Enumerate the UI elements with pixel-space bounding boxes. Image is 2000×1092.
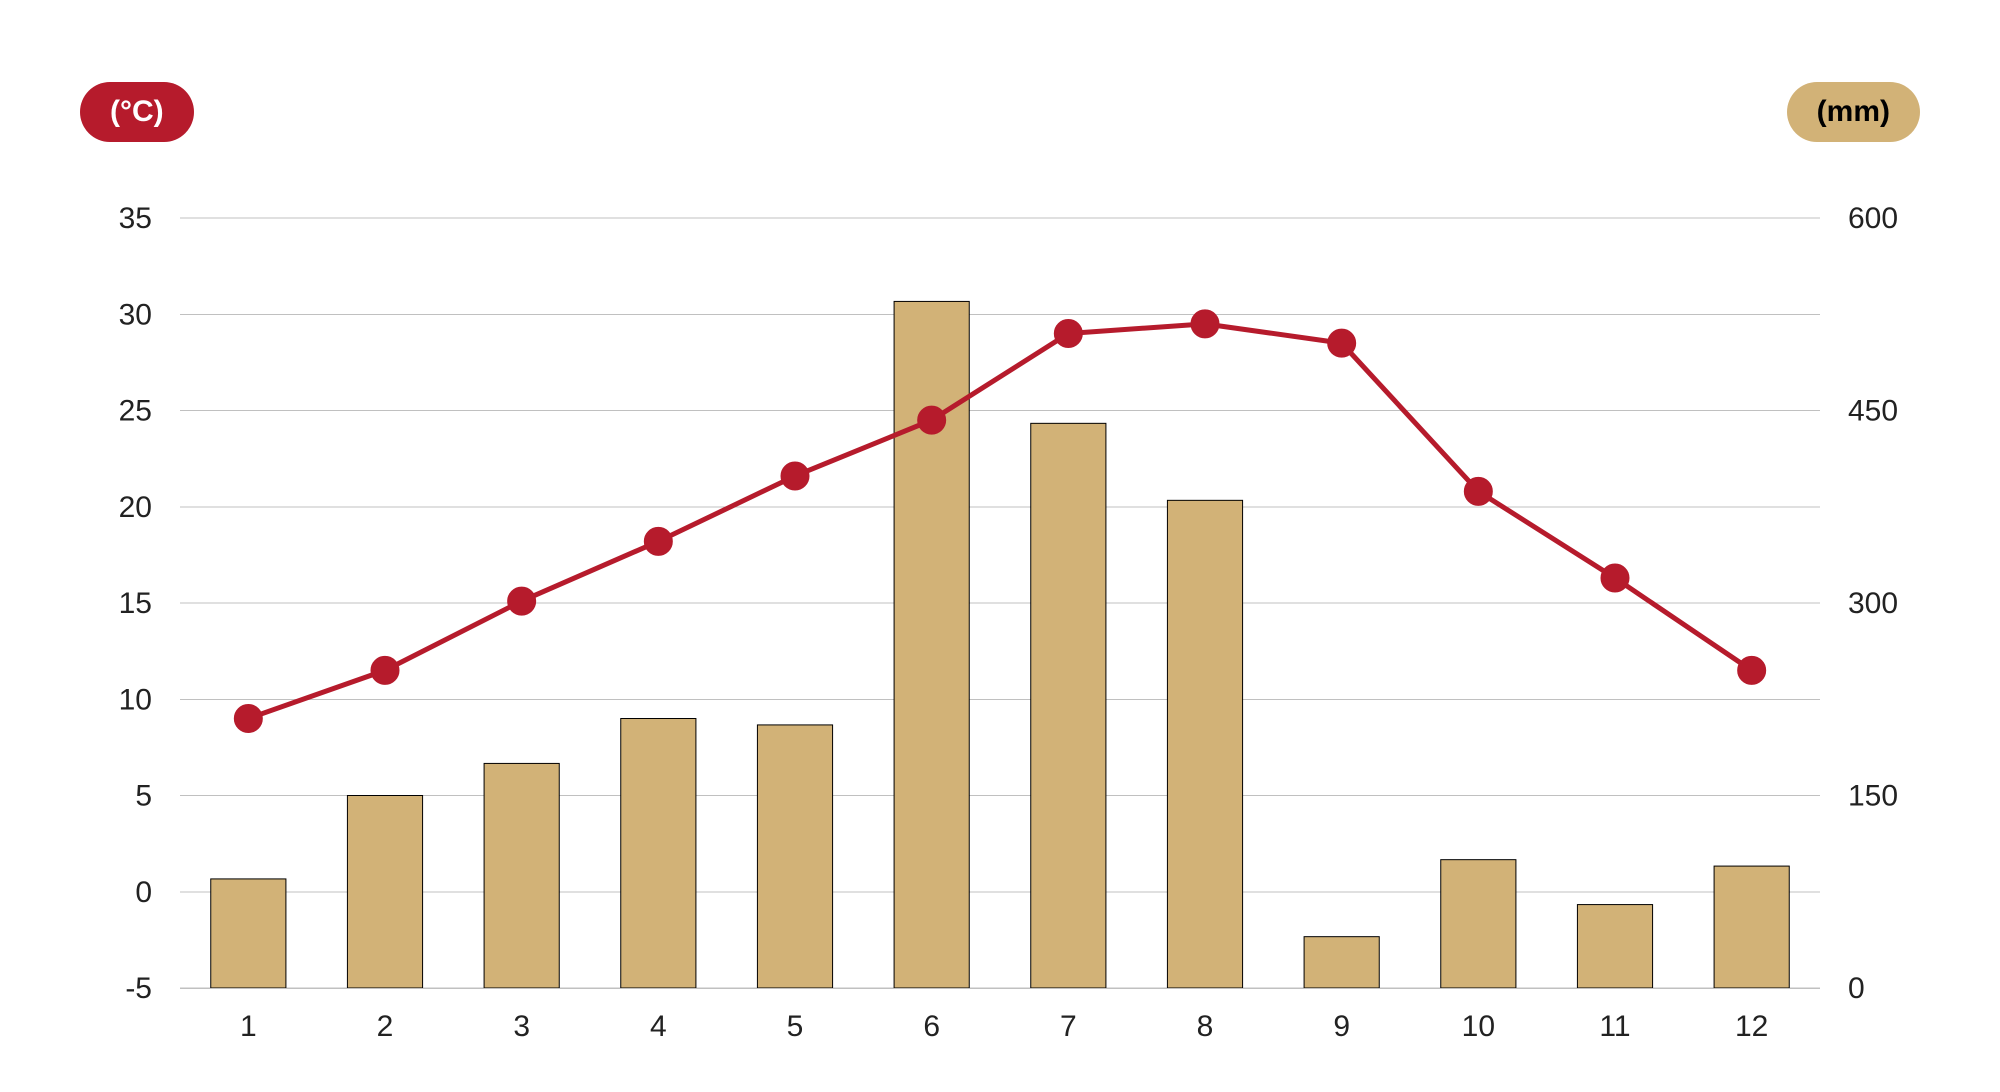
x-tick-label: 3 — [513, 1010, 530, 1043]
y-right-tick-label: 450 — [1848, 395, 1898, 428]
x-tick-label: 1 — [240, 1010, 257, 1043]
precip-bar — [1304, 937, 1379, 988]
y-left-tick-label: 15 — [119, 587, 152, 620]
legend-precipitation-label: (mm) — [1817, 97, 1890, 127]
x-tick-label: 9 — [1333, 1010, 1350, 1043]
temperature-point — [1191, 310, 1219, 338]
climate-chart: -505101520253035015030045060012345678910… — [0, 0, 2000, 1092]
precip-bar — [211, 879, 286, 988]
temperature-point — [1738, 656, 1766, 684]
precip-bar — [1031, 423, 1106, 988]
temperature-point — [371, 656, 399, 684]
temperature-point — [781, 462, 809, 490]
precip-bar — [1441, 860, 1516, 988]
x-tick-label: 10 — [1462, 1010, 1495, 1043]
precip-bar — [347, 796, 422, 989]
legend-temperature: (°C) — [80, 82, 194, 142]
y-right-tick-label: 300 — [1848, 587, 1898, 620]
x-tick-label: 8 — [1197, 1010, 1214, 1043]
y-right-tick-label: 600 — [1848, 202, 1898, 235]
legend-temperature-label: (°C) — [110, 97, 164, 127]
y-left-tick-label: 10 — [119, 683, 152, 716]
y-left-tick-label: 20 — [119, 491, 152, 524]
x-tick-label: 11 — [1599, 1010, 1630, 1043]
precip-bar — [1167, 500, 1242, 988]
temperature-point — [1054, 320, 1082, 348]
temperature-point — [1601, 564, 1629, 592]
precip-bar — [484, 763, 559, 988]
temperature-point — [918, 406, 946, 434]
y-left-tick-label: 0 — [135, 876, 152, 909]
y-left-tick-label: -5 — [125, 972, 152, 1005]
y-left-tick-label: 30 — [119, 298, 152, 331]
temperature-line — [248, 324, 1751, 719]
precip-bar — [621, 719, 696, 989]
temperature-point — [1464, 477, 1492, 505]
x-tick-label: 7 — [1060, 1010, 1077, 1043]
y-right-tick-label: 0 — [1848, 972, 1865, 1005]
temperature-point — [508, 587, 536, 615]
precip-bar — [1577, 905, 1652, 988]
x-tick-label: 5 — [787, 1010, 804, 1043]
x-tick-label: 12 — [1735, 1010, 1768, 1043]
x-tick-label: 4 — [650, 1010, 667, 1043]
x-tick-label: 6 — [923, 1010, 940, 1043]
y-left-tick-label: 25 — [119, 395, 152, 428]
y-right-tick-label: 150 — [1848, 780, 1898, 813]
x-tick-label: 2 — [377, 1010, 394, 1043]
y-left-tick-label: 35 — [119, 202, 152, 235]
y-left-tick-label: 5 — [135, 780, 152, 813]
precip-bar — [1714, 866, 1789, 988]
temperature-point — [1328, 329, 1356, 357]
legend-precipitation: (mm) — [1787, 82, 1920, 142]
chart-container: (°C) (mm) -50510152025303501503004506001… — [0, 0, 2000, 1092]
temperature-point — [234, 705, 262, 733]
precip-bar — [757, 725, 832, 988]
temperature-point — [644, 527, 672, 555]
